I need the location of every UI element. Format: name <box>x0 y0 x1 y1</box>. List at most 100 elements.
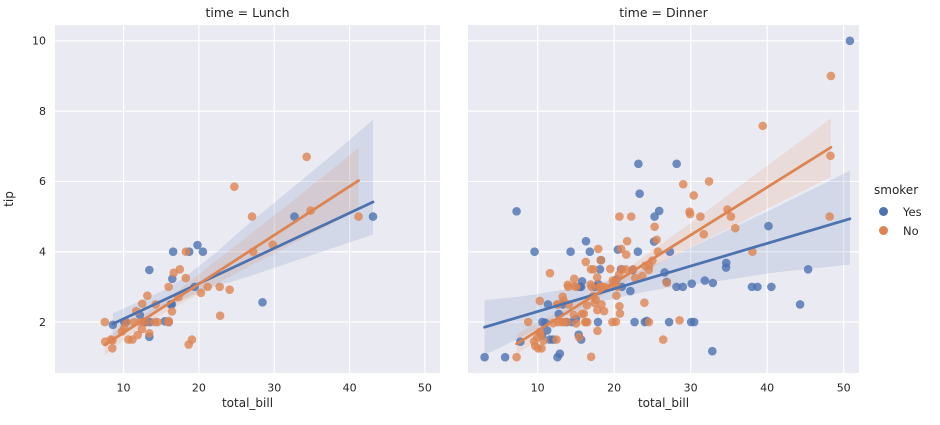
x-tick-label: 30 <box>267 382 281 395</box>
scatter-point-no <box>616 244 626 254</box>
scatter-point-no <box>615 301 624 311</box>
scatter-point-no <box>569 274 579 284</box>
scatter-point-no <box>658 335 668 344</box>
scatter-point-no <box>696 212 705 221</box>
scatter-point-yes <box>512 207 521 216</box>
scatter-point-no <box>215 311 225 321</box>
scatter-point-yes <box>633 247 643 257</box>
regression-line-yes <box>111 200 375 326</box>
y-axis-label: tip <box>2 191 16 207</box>
scatter-point-yes <box>593 317 603 327</box>
x-axis-label-lunch: total_bill <box>221 396 274 410</box>
scatter-point-no <box>644 265 654 275</box>
y-tick-label: 4 <box>39 246 46 259</box>
scatter-point-no <box>533 344 543 353</box>
scatter-point-yes <box>585 247 595 257</box>
scatter-point-no <box>145 328 154 338</box>
scatter-point-yes <box>258 298 267 307</box>
scatter-point-no <box>608 317 617 327</box>
scatter-point-yes <box>708 346 717 356</box>
scatter-point-no <box>587 282 597 292</box>
scatter-point-no <box>593 326 602 336</box>
y-tick-label: 10 <box>32 35 46 48</box>
scatter-point-no <box>545 268 555 278</box>
scatter-point-no <box>100 317 110 327</box>
scatter-point-yes <box>368 212 378 221</box>
legend-item-yes: Yes <box>872 202 922 221</box>
scatter-point-no <box>726 212 736 221</box>
scatter-point-no <box>615 212 624 221</box>
scatter-point-no <box>203 282 212 292</box>
scatter-point-no <box>181 273 191 283</box>
scatter-point-no <box>675 315 684 325</box>
x-tick-label: 10 <box>531 382 545 395</box>
scatter-point-no <box>612 291 621 300</box>
scatter-point-yes <box>500 352 510 362</box>
scatter-point-yes <box>708 278 718 288</box>
legend-label-yes: Yes <box>903 204 922 219</box>
scatter-point-no <box>662 278 672 287</box>
scatter-point-no <box>108 344 117 353</box>
scatter-point-yes <box>193 240 202 250</box>
scatter-point-no <box>599 306 609 316</box>
legend: smoker Yes No <box>872 183 922 240</box>
scatter-point-yes <box>630 317 639 327</box>
regression-line-yes <box>483 217 852 329</box>
scatter-point-no <box>586 352 596 362</box>
scatter-point-yes <box>672 282 681 292</box>
x-tick-label: 10 <box>117 382 131 395</box>
scatter-point-no <box>596 255 605 265</box>
scatter-point-no <box>184 340 193 349</box>
scatter-point-yes <box>626 286 635 296</box>
scatter-point-no <box>137 299 147 309</box>
scatter-point-no <box>150 317 160 327</box>
legend-title: smoker <box>874 183 919 197</box>
y-tick-label: 8 <box>39 105 46 118</box>
x-tick-label: 20 <box>607 382 621 395</box>
scatter-point-yes <box>753 282 762 292</box>
regression-line-no <box>103 179 360 347</box>
scatter-point-yes <box>595 265 605 274</box>
scatter-point-yes <box>145 265 154 275</box>
scatter-point-no <box>605 264 615 274</box>
scatter-point-yes <box>678 282 688 292</box>
scatter-point-no <box>758 121 768 131</box>
scatter-point-no <box>581 257 591 267</box>
scatter-point-no <box>215 282 224 292</box>
legend-marker-yes-icon <box>879 207 888 216</box>
scatter-point-no <box>539 336 548 345</box>
scatter-point-no <box>614 270 624 279</box>
scatter-point-yes <box>654 206 664 216</box>
scatter-point-yes <box>168 247 178 257</box>
scatter-point-no <box>574 332 584 342</box>
scatter-point-no <box>597 300 606 309</box>
confidence-band-yes <box>112 119 374 343</box>
scatter-point-no <box>579 309 589 318</box>
scatter-point-yes <box>480 352 489 362</box>
confidence-band-yes <box>484 170 850 355</box>
scatter-point-no <box>512 352 521 362</box>
scatter-point-no <box>580 317 590 327</box>
scatter-point-yes <box>764 221 773 231</box>
scatter-point-no <box>562 317 572 327</box>
regression-line-no <box>515 145 833 346</box>
scatter-point-no <box>593 244 603 254</box>
scatter-point-no <box>699 229 709 239</box>
scatter-point-no <box>644 317 654 327</box>
scatter-point-no <box>622 236 632 246</box>
scatter-point-no <box>652 235 661 245</box>
x-tick-label: 50 <box>418 382 432 395</box>
scatter-point-no <box>563 282 573 292</box>
scatter-point-no <box>532 333 542 342</box>
scatter-point-no <box>167 307 177 316</box>
scatter-point-yes <box>686 317 696 327</box>
scatter-point-no <box>143 291 152 300</box>
scatter-point-yes <box>198 247 208 257</box>
facet-title-dinner: time = Dinner <box>619 5 708 20</box>
scatter-point-no <box>354 212 363 221</box>
scatter-point-yes <box>664 317 674 327</box>
y-tick-label: 2 <box>39 316 46 329</box>
scatter-point-no <box>650 222 659 232</box>
scatter-point-no <box>626 212 636 221</box>
